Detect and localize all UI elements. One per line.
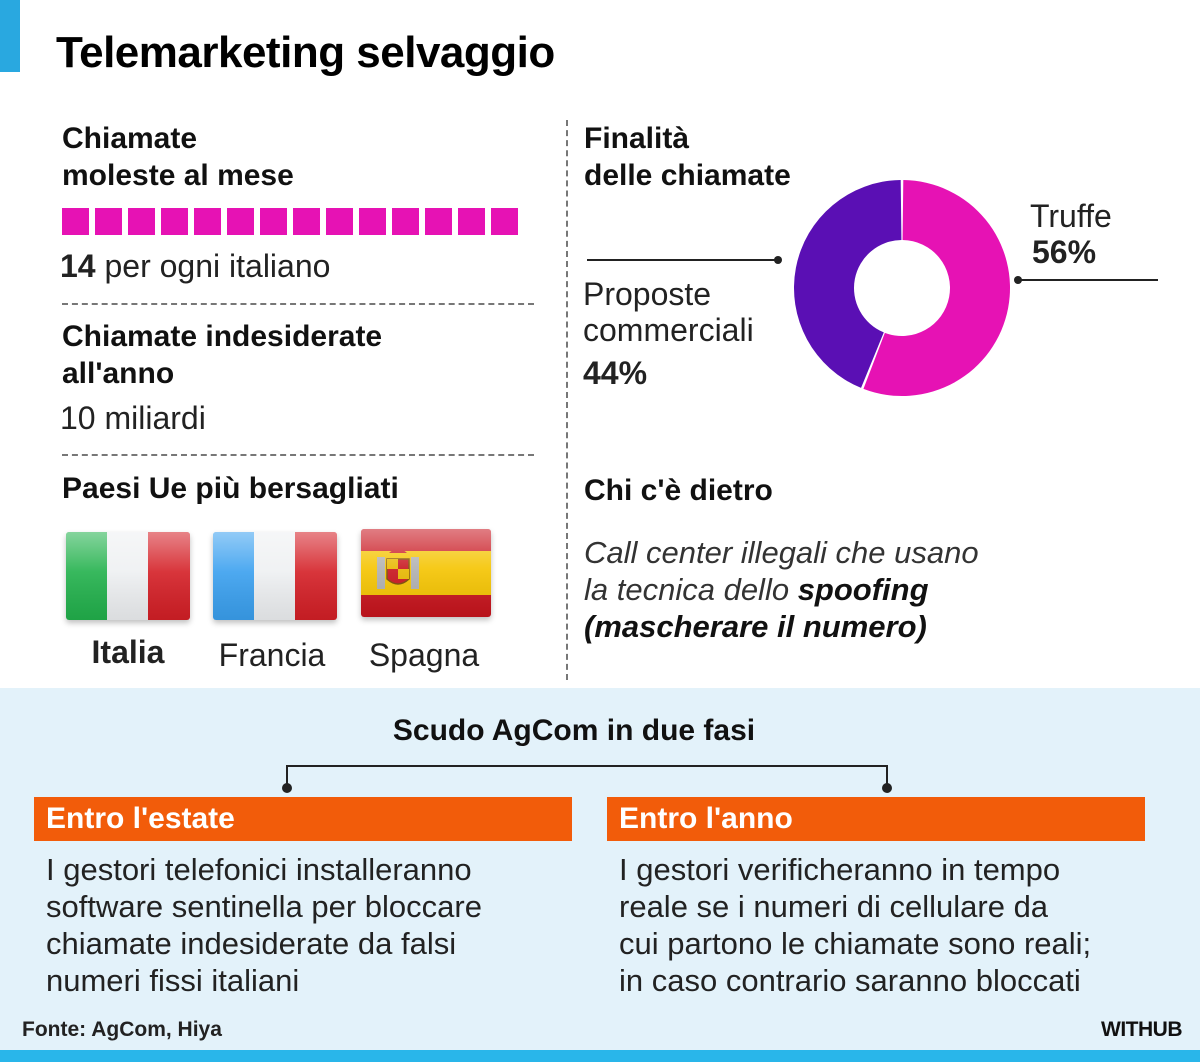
call-square: [227, 208, 254, 235]
stage-anno-line: in caso contrario saranno bloccati: [619, 963, 1081, 998]
proposte-value: 44%: [583, 355, 648, 391]
proposte-leader-dot: [774, 256, 782, 264]
source-note: Fonte: AgCom, Hiya: [22, 1018, 222, 1041]
call-square: [392, 208, 419, 235]
truffe-leader-dot: [1014, 276, 1022, 284]
purpose-heading-line1: Finalità: [584, 122, 690, 155]
stage-estate-line: I gestori telefonici installeranno: [46, 852, 472, 887]
countries-heading: Paesi Ue più bersagliati: [62, 472, 399, 505]
accent-bar: [0, 0, 20, 72]
calls-month-heading: Chiamate moleste al mese: [62, 120, 294, 194]
stage-anno-text: I gestori verificheranno in tempo reale …: [619, 851, 1091, 999]
stage-anno-line: cui partono le chiamate sono reali;: [619, 926, 1092, 961]
agcom-connector: [282, 765, 892, 793]
behind-heading: Chi c'è dietro: [584, 474, 773, 507]
truffe-label: Truffe: [1030, 198, 1112, 234]
call-square: [359, 208, 386, 235]
call-square: [260, 208, 287, 235]
purpose-heading: Finalità delle chiamate: [584, 120, 791, 194]
donut-slice-proposte: [794, 180, 902, 388]
agcom-panel: [0, 688, 1200, 1062]
proposte-label-line1: Proposte: [583, 276, 712, 312]
stage-anno-line: reale se i numeri di cellulare da: [619, 889, 1049, 924]
stage-estate-line: software sentinella per bloccare: [46, 889, 482, 924]
country-italia: Italia: [91, 634, 165, 670]
stage-estate-text: I gestori telefonici installeranno softw…: [46, 851, 482, 999]
proposte-label-line2: commerciali: [583, 312, 754, 348]
calls-year-heading: Chiamate indesiderate all'anno: [62, 318, 382, 392]
stage-estate-line: numeri fissi italiani: [46, 963, 300, 998]
call-square: [128, 208, 155, 235]
call-square: [194, 208, 221, 235]
calls-month-count: 14: [60, 248, 96, 284]
stage-estate-line: chiamate indesiderate da falsi: [46, 926, 457, 961]
footer-bar: [0, 1050, 1200, 1062]
calls-month-heading-line1: Chiamate: [62, 122, 198, 155]
page-title: Telemarketing selvaggio: [56, 28, 555, 77]
behind-line3: (mascherare il numero): [584, 609, 927, 644]
calls-year-heading-line1: Chiamate indesiderate: [62, 320, 383, 353]
stage-anno-header: Entro l'anno: [607, 797, 1145, 841]
calls-month-heading-line2: moleste al mese: [62, 159, 294, 192]
call-square: [491, 208, 518, 235]
calls-month-count-text: per ogni italiano: [95, 248, 331, 284]
calls-year-value: 10 miliardi: [60, 400, 206, 436]
call-square: [326, 208, 353, 235]
france-flag: [213, 532, 337, 620]
brand-logo: WITHUB: [1101, 1018, 1182, 1041]
calls-year-heading-line2: all'anno: [62, 357, 175, 390]
truffe-value: 56%: [1032, 234, 1097, 270]
spain-flag: [361, 529, 491, 617]
stage-estate-header: Entro l'estate: [34, 797, 572, 841]
call-square: [458, 208, 485, 235]
call-square: [293, 208, 320, 235]
call-square: [425, 208, 452, 235]
call-square: [161, 208, 188, 235]
purpose-donut-chart: [587, 180, 1158, 396]
call-squares: [62, 208, 518, 235]
column-divider: [566, 120, 568, 680]
call-square: [62, 208, 89, 235]
behind-line1: Call center illegali che usano: [584, 535, 979, 570]
behind-text: Call center illegali che usano la tecnic…: [584, 534, 979, 645]
agcom-heading: Scudo AgCom in due fasi: [392, 714, 756, 747]
calls-month-value: 14 per ogni italiano: [60, 248, 330, 285]
stage-anno-line: I gestori verificheranno in tempo: [619, 852, 1061, 887]
behind-line2-pre: la tecnica dello: [584, 572, 798, 607]
purpose-heading-line2: delle chiamate: [584, 159, 791, 192]
donut-slice-truffe: [863, 180, 1010, 396]
behind-line2: la tecnica dello spoofing: [584, 571, 979, 608]
country-francia: Francia: [218, 637, 326, 673]
italy-flag: [66, 532, 190, 620]
behind-line2-bold: spoofing: [797, 572, 929, 607]
country-spagna: Spagna: [368, 637, 480, 673]
divider: [62, 454, 534, 456]
call-square: [95, 208, 122, 235]
divider: [62, 303, 534, 305]
